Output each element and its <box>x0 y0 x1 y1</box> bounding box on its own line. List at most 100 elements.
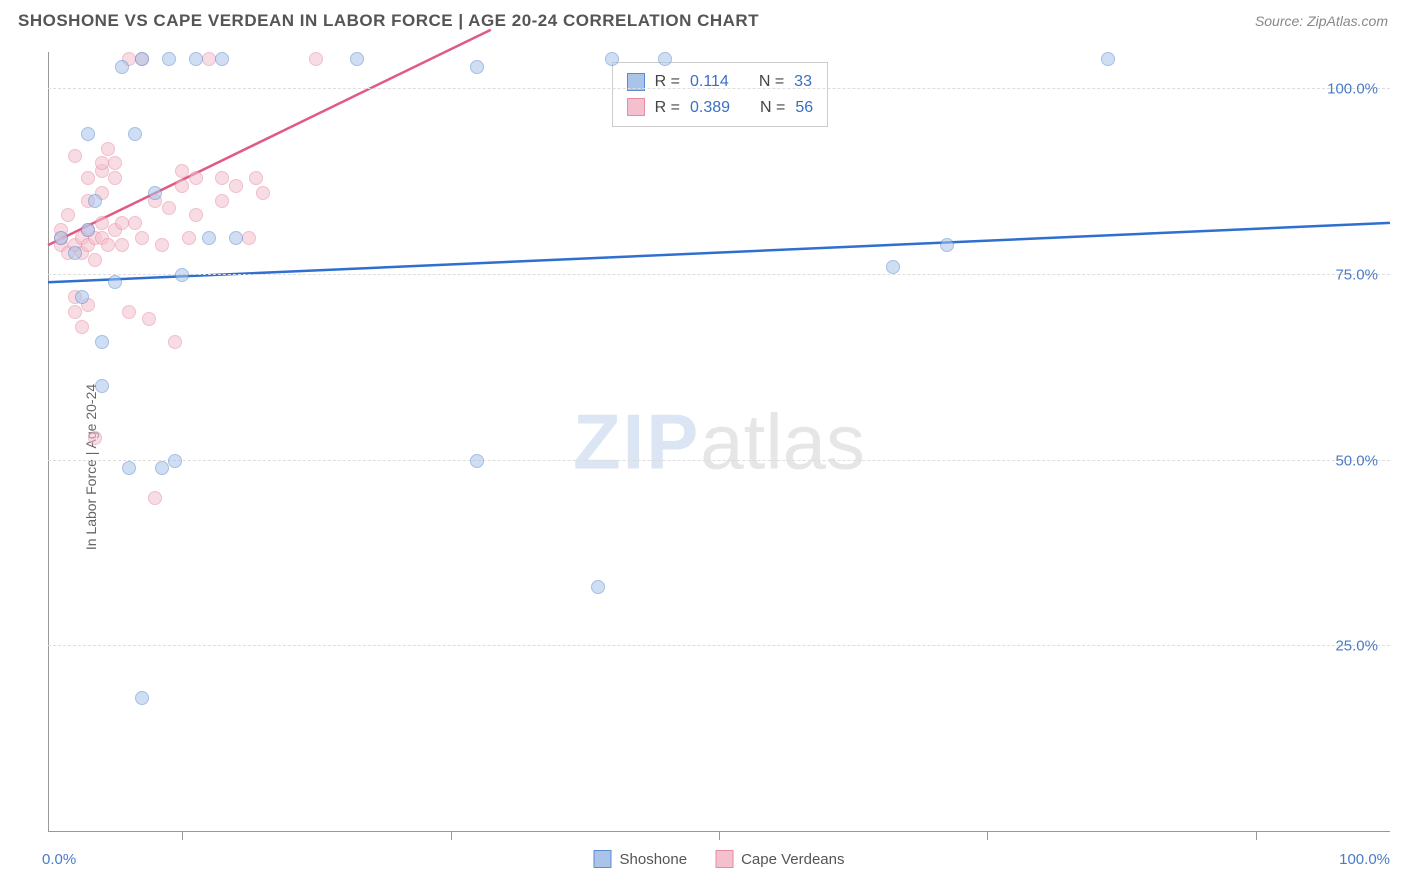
r-value-series1: 0.114 <box>690 69 729 95</box>
info-row-series1: R = 0.114 N = 33 <box>627 69 814 95</box>
scatter-point <box>155 461 169 475</box>
scatter-point <box>95 156 109 170</box>
scatter-point <box>68 149 82 163</box>
scatter-point <box>108 275 122 289</box>
bottom-legend: Shoshone Cape Verdeans <box>594 850 845 868</box>
title-bar: SHOSHONE VS CAPE VERDEAN IN LABOR FORCE … <box>0 0 1406 42</box>
x-tick <box>987 832 988 840</box>
scatter-point <box>122 305 136 319</box>
r-label: R = <box>655 69 680 95</box>
x-tick <box>719 832 720 840</box>
gridline-h <box>48 274 1390 275</box>
scatter-point <box>940 238 954 252</box>
scatter-point <box>886 260 900 274</box>
scatter-point <box>168 335 182 349</box>
scatter-point <box>101 238 115 252</box>
scatter-point <box>189 52 203 66</box>
scatter-point <box>215 171 229 185</box>
scatter-point <box>148 186 162 200</box>
scatter-point <box>135 231 149 245</box>
gridline-h <box>48 460 1390 461</box>
scatter-point <box>155 238 169 252</box>
scatter-point <box>81 223 95 237</box>
legend-swatch-series1 <box>594 850 612 868</box>
legend-swatch-series2 <box>715 850 733 868</box>
scatter-point <box>95 335 109 349</box>
scatter-point <box>309 52 323 66</box>
scatter-point <box>88 431 102 445</box>
scatter-point <box>189 171 203 185</box>
trend-line <box>48 30 491 245</box>
legend-item-series1: Shoshone <box>594 850 688 868</box>
scatter-point <box>256 186 270 200</box>
scatter-point <box>61 208 75 222</box>
scatter-point <box>175 268 189 282</box>
y-tick-label: 50.0% <box>1335 452 1378 469</box>
scatter-point <box>115 238 129 252</box>
gridline-h <box>48 645 1390 646</box>
scatter-point <box>54 231 68 245</box>
info-swatch-series2 <box>627 98 645 116</box>
scatter-point <box>175 179 189 193</box>
scatter-point <box>115 60 129 74</box>
y-tick-label: 75.0% <box>1335 266 1378 283</box>
legend-item-series2: Cape Verdeans <box>715 850 844 868</box>
scatter-point <box>75 290 89 304</box>
scatter-point <box>202 52 216 66</box>
legend-label-series1: Shoshone <box>620 851 688 868</box>
scatter-point <box>128 216 142 230</box>
scatter-point <box>88 194 102 208</box>
scatter-point <box>605 52 619 66</box>
trend-lines <box>48 52 1390 832</box>
source-attribution: Source: ZipAtlas.com <box>1255 13 1388 29</box>
info-row-series2: R = 0.389 N = 56 <box>627 95 814 121</box>
chart-area: In Labor Force | Age 20-24 ZIPatlas R = … <box>0 42 1406 892</box>
x-end-label: 100.0% <box>1339 851 1390 868</box>
r-label: R = <box>655 95 680 121</box>
x-tick <box>1256 832 1257 840</box>
chart-title: SHOSHONE VS CAPE VERDEAN IN LABOR FORCE … <box>18 11 759 31</box>
scatter-point <box>75 320 89 334</box>
scatter-point <box>162 52 176 66</box>
scatter-point <box>68 305 82 319</box>
n-value-series2: 56 <box>795 95 813 121</box>
scatter-point <box>95 379 109 393</box>
scatter-point <box>591 580 605 594</box>
scatter-point <box>81 127 95 141</box>
scatter-point <box>122 461 136 475</box>
scatter-point <box>108 171 122 185</box>
gridline-h <box>48 88 1390 89</box>
scatter-point <box>68 246 82 260</box>
y-tick-label: 25.0% <box>1335 638 1378 655</box>
scatter-point <box>182 231 196 245</box>
x-tick <box>451 832 452 840</box>
scatter-point <box>189 208 203 222</box>
scatter-point <box>135 691 149 705</box>
watermark-atlas: atlas <box>700 398 865 486</box>
scatter-point <box>1101 52 1115 66</box>
x-origin-label: 0.0% <box>42 851 76 868</box>
scatter-point <box>215 194 229 208</box>
scatter-point <box>470 454 484 468</box>
scatter-point <box>350 52 364 66</box>
r-value-series2: 0.389 <box>690 95 730 121</box>
scatter-point <box>229 179 243 193</box>
scatter-point <box>242 231 256 245</box>
scatter-point <box>229 231 243 245</box>
scatter-point <box>249 171 263 185</box>
scatter-point <box>148 491 162 505</box>
scatter-point <box>162 201 176 215</box>
scatter-point <box>470 60 484 74</box>
scatter-point <box>88 253 102 267</box>
correlation-info-box: R = 0.114 N = 33 R = 0.389 N = 56 <box>612 62 829 127</box>
n-label: N = <box>759 69 784 95</box>
scatter-point <box>115 216 129 230</box>
n-label: N = <box>760 95 785 121</box>
scatter-point <box>215 52 229 66</box>
x-tick <box>182 832 183 840</box>
scatter-point <box>142 312 156 326</box>
scatter-point <box>108 156 122 170</box>
scatter-point <box>81 171 95 185</box>
scatter-point <box>175 164 189 178</box>
scatter-point <box>135 52 149 66</box>
